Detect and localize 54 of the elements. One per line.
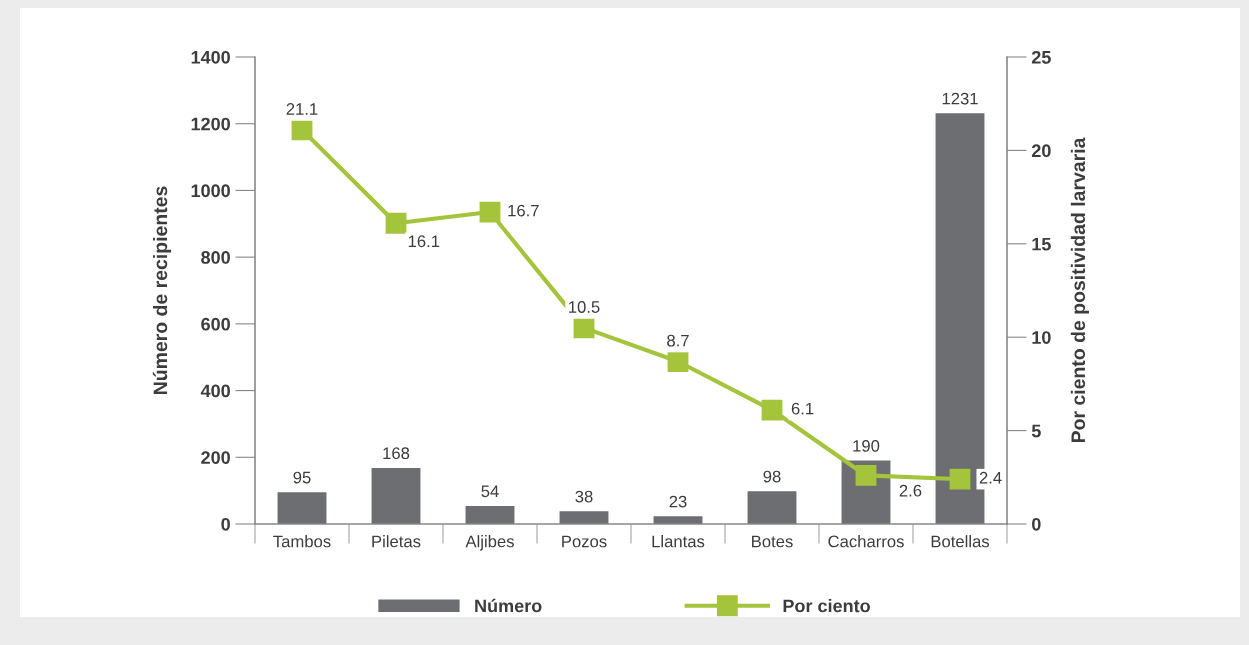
- y-tick-label: 400: [200, 384, 230, 398]
- x-tick-label: Llantas: [652, 535, 705, 548]
- x-tick-label: Tambos: [273, 535, 331, 548]
- y-tick-label: 1000: [191, 184, 230, 198]
- data-label: 6.1: [791, 402, 814, 415]
- data-label: 8.7: [667, 334, 689, 347]
- y-tick-label: 800: [201, 251, 230, 264]
- data-label: 10.5: [569, 301, 600, 313]
- data-label: 16.7: [508, 204, 539, 217]
- data-label: 23: [669, 495, 687, 508]
- bar: [465, 505, 515, 524]
- point: [479, 201, 501, 223]
- point: [667, 351, 689, 372]
- data-label: 2.4: [979, 471, 1002, 484]
- x-tick-label: Botellas: [931, 535, 990, 548]
- y2-tick-label: 20: [1031, 144, 1051, 158]
- x-tick-label: Botes: [752, 535, 793, 548]
- bar: [653, 516, 703, 524]
- data-label: 168: [383, 447, 410, 460]
- data-label: 95: [293, 471, 311, 484]
- x-tick-label: Aljibes: [465, 535, 514, 551]
- y-tick-label: 200: [201, 451, 230, 465]
- y2-tick-label: 25: [1031, 50, 1051, 64]
- y2-tick-label: 15: [1032, 237, 1051, 251]
- data-label: 98: [763, 470, 781, 483]
- x-tick-label: Cacharros: [828, 535, 904, 548]
- data-label: 54: [481, 485, 499, 498]
- bar: [747, 491, 797, 524]
- bar: [371, 467, 421, 524]
- point: [761, 399, 783, 421]
- data-label: 1231: [942, 92, 978, 105]
- bar: [559, 511, 609, 524]
- y-tick-label: 0: [221, 517, 230, 531]
- data-label: 190: [853, 439, 880, 452]
- data-label: 21.1: [286, 103, 318, 115]
- y-tick-label: 600: [201, 317, 230, 331]
- y2-tick-label: 5: [1031, 424, 1041, 438]
- x-tick-label: Pozos: [562, 535, 607, 548]
- y-axis-title: Número de recipientes: [152, 186, 172, 395]
- point: [855, 465, 877, 486]
- y2-axis-title: Por ciento de positividad larvaria: [1070, 137, 1089, 443]
- y2-tick-label: 0: [1032, 517, 1041, 531]
- bar: [277, 492, 327, 524]
- data-label: 2.6: [899, 484, 922, 497]
- point: [949, 468, 971, 490]
- data-label: 38: [575, 490, 593, 503]
- x-tick-label: Piletas: [372, 535, 421, 548]
- data-label: 16.1: [408, 235, 440, 248]
- y-tick-label: 1200: [191, 117, 230, 131]
- legend-label: Número: [475, 598, 542, 613]
- y-tick-label: 1400: [191, 50, 230, 64]
- legend-label: Por ciento: [783, 599, 870, 613]
- y2-tick-label: 10: [1032, 331, 1051, 344]
- point: [385, 212, 407, 234]
